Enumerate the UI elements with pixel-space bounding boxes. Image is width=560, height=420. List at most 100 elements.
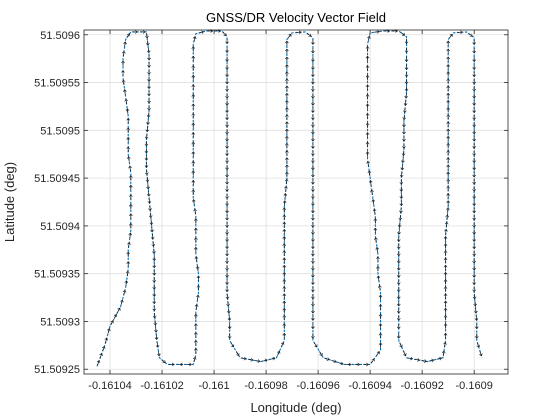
velocity-vector-head: [231, 344, 235, 348]
velocity-vector: [241, 357, 247, 360]
velocity-vector-head: [311, 217, 315, 221]
velocity-vector: [194, 209, 196, 215]
velocity-vector-head: [113, 314, 118, 318]
velocity-vector-head: [126, 261, 131, 264]
velocity-vector-head: [126, 156, 131, 159]
velocity-vector: [324, 357, 330, 360]
velocity-vector-head: [365, 84, 370, 88]
velocity-vector: [97, 360, 100, 366]
velocity-vector-head: [282, 214, 287, 218]
velocity-vector-head: [96, 360, 101, 364]
velocity-vector-head: [446, 56, 451, 60]
velocity-vector-head: [227, 326, 232, 330]
velocity-vector-head: [396, 296, 401, 300]
velocity-vector-head: [308, 33, 312, 37]
y-tick-label: 51.5093: [40, 316, 80, 328]
velocity-vector-head: [146, 114, 151, 118]
y-tick-label: 51.50945: [34, 173, 80, 185]
velocity-vector-head: [282, 243, 287, 246]
velocity-vector-head: [404, 59, 409, 62]
velocity-vector-head: [446, 92, 451, 96]
velocity-vector-head: [180, 362, 184, 367]
velocity-vector-head: [264, 358, 268, 363]
velocity-vector-head: [225, 67, 229, 71]
velocity-vector-head: [225, 96, 229, 99]
velocity-vector-head: [280, 342, 285, 346]
velocity-vector-head: [371, 358, 375, 362]
velocity-vector: [156, 342, 159, 348]
velocity-vector: [126, 271, 129, 277]
velocity-vector-head: [396, 275, 401, 278]
velocity-vector-head: [311, 268, 315, 271]
velocity-vector-head: [472, 146, 477, 149]
velocity-vector: [147, 40, 149, 46]
velocity-vector-head: [365, 113, 370, 116]
x-tick-label: -0.16096: [296, 380, 339, 392]
velocity-vector-head: [128, 222, 133, 226]
velocity-vector-head: [191, 74, 196, 78]
velocity-vector-head: [476, 344, 481, 348]
velocity-vector: [195, 304, 198, 310]
velocity-vector-head: [284, 178, 289, 182]
velocity-vector-head: [472, 160, 477, 164]
velocity-vector-head: [446, 207, 450, 211]
velocity-vector-head: [152, 287, 157, 290]
velocity-vector: [197, 295, 199, 301]
velocity-vector-head: [282, 200, 287, 204]
velocity-vector: [414, 358, 420, 361]
velocity-vector-head: [146, 186, 150, 190]
velocity-vector-head: [146, 50, 151, 54]
velocity-vector-head: [445, 214, 450, 218]
velocity-vector-head: [446, 99, 451, 103]
velocity-vector-head: [285, 78, 289, 82]
velocity-vector-head: [191, 46, 196, 49]
velocity-vector-head: [311, 289, 315, 293]
velocity-vector: [128, 242, 130, 248]
velocity-vector-head: [443, 307, 448, 311]
velocity-vector-head: [285, 48, 289, 52]
velocity-vector-head: [192, 356, 197, 360]
velocity-vector-head: [472, 196, 477, 200]
velocity-vector-head: [225, 124, 229, 128]
velocity-vector-head: [446, 185, 451, 189]
chart-title: GNSS/DR Velocity Vector Field: [206, 10, 386, 25]
velocity-vector: [197, 266, 199, 272]
velocity-vector-head: [225, 275, 229, 278]
velocity-vector-head: [474, 336, 479, 339]
velocity-vector-head: [285, 135, 289, 139]
velocity-vector-head: [472, 260, 477, 264]
velocity-vector-head: [191, 55, 196, 59]
velocity-vector-head: [243, 356, 247, 361]
velocity-vector-head: [154, 329, 158, 333]
velocity-vector-head: [191, 84, 196, 88]
velocity-vector-head: [225, 239, 229, 243]
velocity-vector-head: [472, 182, 477, 185]
velocity-vector-head: [128, 213, 133, 217]
velocity-vector: [313, 342, 318, 348]
velocity-vector-head: [472, 139, 477, 142]
velocity-vector-head: [404, 88, 409, 92]
velocity-vector-head: [191, 103, 196, 107]
velocity-vector-head: [365, 55, 370, 59]
velocity-vector: [129, 166, 131, 172]
velocity-vector: [146, 33, 148, 39]
velocity-vector-head: [225, 146, 229, 149]
velocity-vector: [125, 280, 127, 286]
velocity-vector-head: [311, 110, 315, 114]
velocity-vector-head: [125, 108, 130, 112]
velocity-vector-head: [367, 170, 372, 174]
velocity-vector-head: [472, 74, 477, 78]
velocity-vector-head: [431, 358, 435, 363]
velocity-vector-head: [401, 160, 405, 164]
velocity-vector-head: [439, 356, 442, 361]
velocity-vector-head: [225, 246, 229, 250]
velocity-vector-head: [285, 171, 289, 175]
velocity-vector-head: [191, 170, 196, 174]
velocity-vector-head: [311, 153, 315, 157]
velocity-vector-head: [285, 142, 289, 146]
velocity-vector-head: [311, 103, 315, 106]
velocity-vector: [370, 180, 372, 186]
velocity-vector: [129, 232, 131, 238]
velocity-vector-head: [154, 337, 159, 340]
velocity-vector-head: [126, 146, 131, 150]
